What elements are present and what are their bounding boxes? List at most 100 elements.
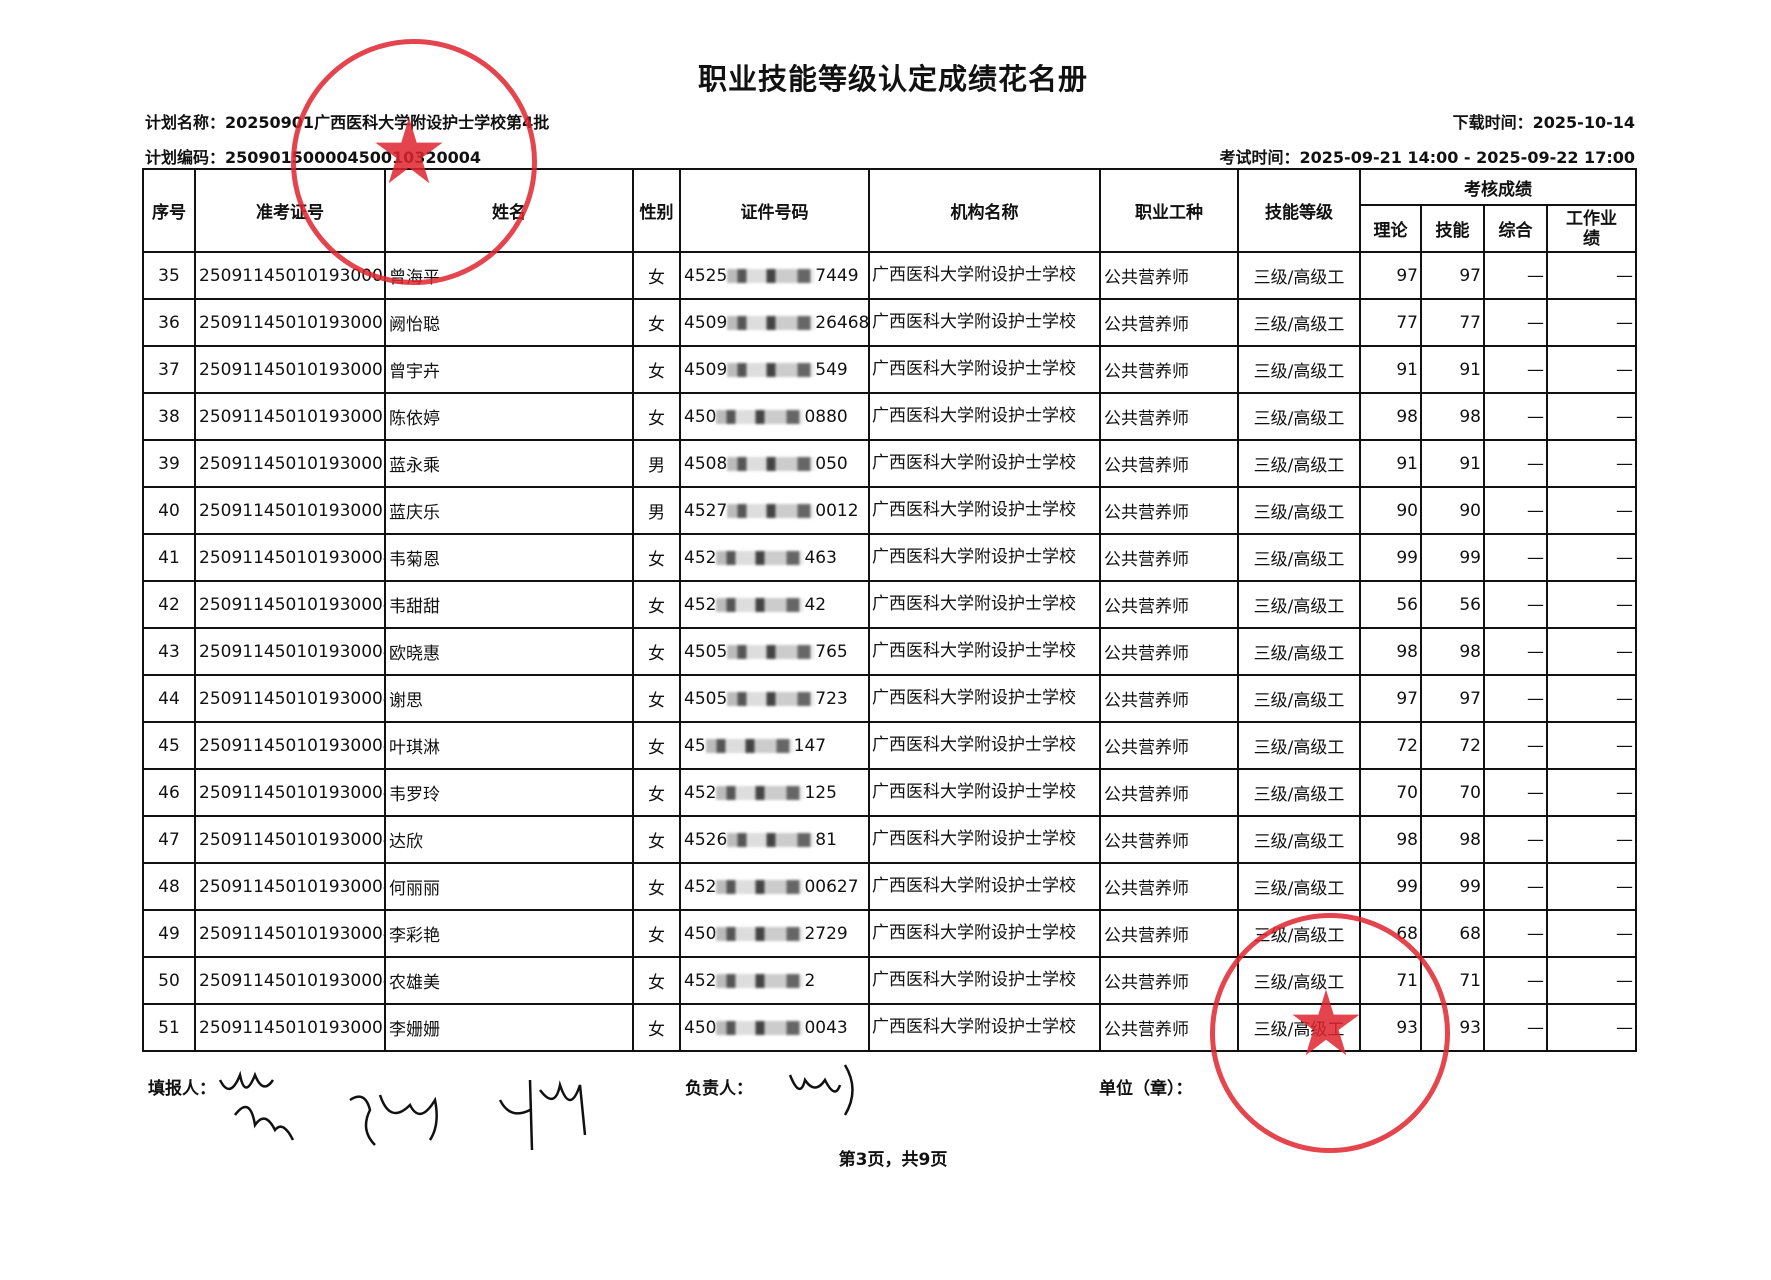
table-row: 35 2509114501019300034 曾海平女 4525 7449 广西医科大学附… (142, 251, 1637, 300)
id-cell: 4509 549 (679, 345, 870, 394)
header-seq: 序号 (142, 168, 196, 253)
skill-score: 97 (1420, 251, 1485, 300)
ticket-cell: 2509114501019300041 (194, 580, 386, 629)
id-suffix: 7449 (815, 265, 859, 286)
gender-cell: 男 (632, 486, 681, 535)
seq-cell: 47 (142, 815, 196, 864)
name-cell: 曾宇卉 (384, 345, 634, 394)
seq-cell: 43 (142, 627, 196, 676)
org-cell: 广西医科大学附设护士学校 (868, 580, 1101, 629)
work-score: — (1546, 486, 1637, 535)
header-org: 机构名称 (868, 168, 1101, 253)
skill-score: 72 (1420, 721, 1485, 770)
id-cell: 4526 81 (679, 815, 870, 864)
skill-score: 71 (1420, 956, 1485, 1005)
level-cell: 三级/高级工 (1237, 251, 1361, 300)
ticket-cell: 2509114501019300039 (194, 486, 386, 535)
seq-cell: 48 (142, 862, 196, 911)
skill-score: 98 (1420, 392, 1485, 441)
id-cell: 450 0880 (679, 392, 870, 441)
org-cell: 广西医科大学附设护士学校 (868, 392, 1101, 441)
id-prefix: 450 (684, 923, 717, 944)
table-row: 43 2509114501019300042 欧晓惠女 4505 765 广西医科大学附设… (142, 627, 1637, 676)
ticket-cell: 2509114501019300046 (194, 815, 386, 864)
ticket-cell: 2509114501019300043 (194, 674, 386, 723)
id-cell: 45 147 (679, 721, 870, 770)
work-score: — (1546, 721, 1637, 770)
skill-score: 91 (1420, 345, 1485, 394)
seq-cell: 36 (142, 298, 196, 347)
name-cell: 蓝庆乐 (384, 486, 634, 535)
overall-score: — (1483, 439, 1548, 488)
theory-score: 98 (1359, 627, 1422, 676)
gender-cell: 女 (632, 909, 681, 958)
id-prefix: 4508 (684, 453, 728, 474)
work-score: — (1546, 580, 1637, 629)
id-suffix: 81 (815, 829, 837, 850)
overall-score: — (1483, 815, 1548, 864)
id-suffix: 0012 (815, 500, 859, 521)
level-cell: 三级/高级工 (1237, 909, 1361, 958)
job-cell: 公共营养师 (1099, 627, 1239, 676)
header-job: 职业工种 (1099, 168, 1239, 253)
theory-score: 70 (1359, 768, 1422, 817)
header-theory: 理论 (1359, 204, 1422, 253)
id-prefix: 4526 (684, 829, 728, 850)
level-cell: 三级/高级工 (1237, 439, 1361, 488)
header-overall: 综合 (1483, 204, 1548, 253)
gender-cell: 女 (632, 862, 681, 911)
ticket-cell: 2509114501019300045 (194, 768, 386, 817)
skill-score: 99 (1420, 533, 1485, 582)
level-cell: 三级/高级工 (1237, 580, 1361, 629)
overall-score: — (1483, 956, 1548, 1005)
theory-score: 98 (1359, 392, 1422, 441)
ticket-cell: 2509114501019300038 (194, 439, 386, 488)
org-cell: 广西医科大学附设护士学校 (868, 298, 1101, 347)
org-cell: 广西医科大学附设护士学校 (868, 815, 1101, 864)
level-cell: 三级/高级工 (1237, 627, 1361, 676)
theory-score: 98 (1359, 815, 1422, 864)
skill-score: 99 (1420, 862, 1485, 911)
seq-cell: 50 (142, 956, 196, 1005)
seq-cell: 35 (142, 251, 196, 300)
job-cell: 公共营养师 (1099, 909, 1239, 958)
gender-cell: 女 (632, 674, 681, 723)
seq-cell: 51 (142, 1003, 196, 1052)
table-row: 37 2509114501019300036 曾宇卉女 4509 549 广西医科大学附设… (142, 345, 1637, 394)
id-prefix: 450 (684, 406, 717, 427)
table-row: 44 2509114501019300043 谢思女 4505 723 广西医科大学附设护… (142, 674, 1637, 723)
table-body: 35 2509114501019300034 曾海平女 4525 7449 广西医科大学附… (142, 251, 1637, 1052)
theory-score: 72 (1359, 721, 1422, 770)
theory-score: 99 (1359, 533, 1422, 582)
seq-cell: 49 (142, 909, 196, 958)
plan-name: 计划名称：20250901广西医科大学附设护士学校第4批 (145, 113, 550, 132)
name-cell: 陈依婷 (384, 392, 634, 441)
responsible-label: 负责人： (685, 1079, 753, 1099)
filler-label: 填报人： (148, 1079, 216, 1099)
level-cell: 三级/高级工 (1237, 956, 1361, 1005)
id-prefix: 452 (684, 594, 717, 615)
seq-cell: 39 (142, 439, 196, 488)
work-score: — (1546, 768, 1637, 817)
seq-cell: 45 (142, 721, 196, 770)
gender-cell: 女 (632, 345, 681, 394)
gender-cell: 女 (632, 533, 681, 582)
level-cell: 三级/高级工 (1237, 298, 1361, 347)
work-score: — (1546, 674, 1637, 723)
header-name: 姓名 (384, 168, 634, 253)
ticket-cell: 2509114501019300050 (194, 1003, 386, 1052)
skill-score: 68 (1420, 909, 1485, 958)
name-cell: 达欣 (384, 815, 634, 864)
overall-score: — (1483, 721, 1548, 770)
level-cell: 三级/高级工 (1237, 815, 1361, 864)
ticket-cell: 2509114501019300037 (194, 392, 386, 441)
overall-score: — (1483, 533, 1548, 582)
name-cell: 曾海平 (384, 251, 634, 300)
id-cell: 452 42 (679, 580, 870, 629)
org-cell: 广西医科大学附设护士学校 (868, 862, 1101, 911)
work-score: — (1546, 956, 1637, 1005)
name-cell: 韦菊恩 (384, 533, 634, 582)
redacted-id-blur (727, 832, 816, 847)
table-row: 51 2509114501019300050 李姗姗女 450 0043 广西医科大学附设… (142, 1003, 1637, 1052)
overall-score: — (1483, 768, 1548, 817)
